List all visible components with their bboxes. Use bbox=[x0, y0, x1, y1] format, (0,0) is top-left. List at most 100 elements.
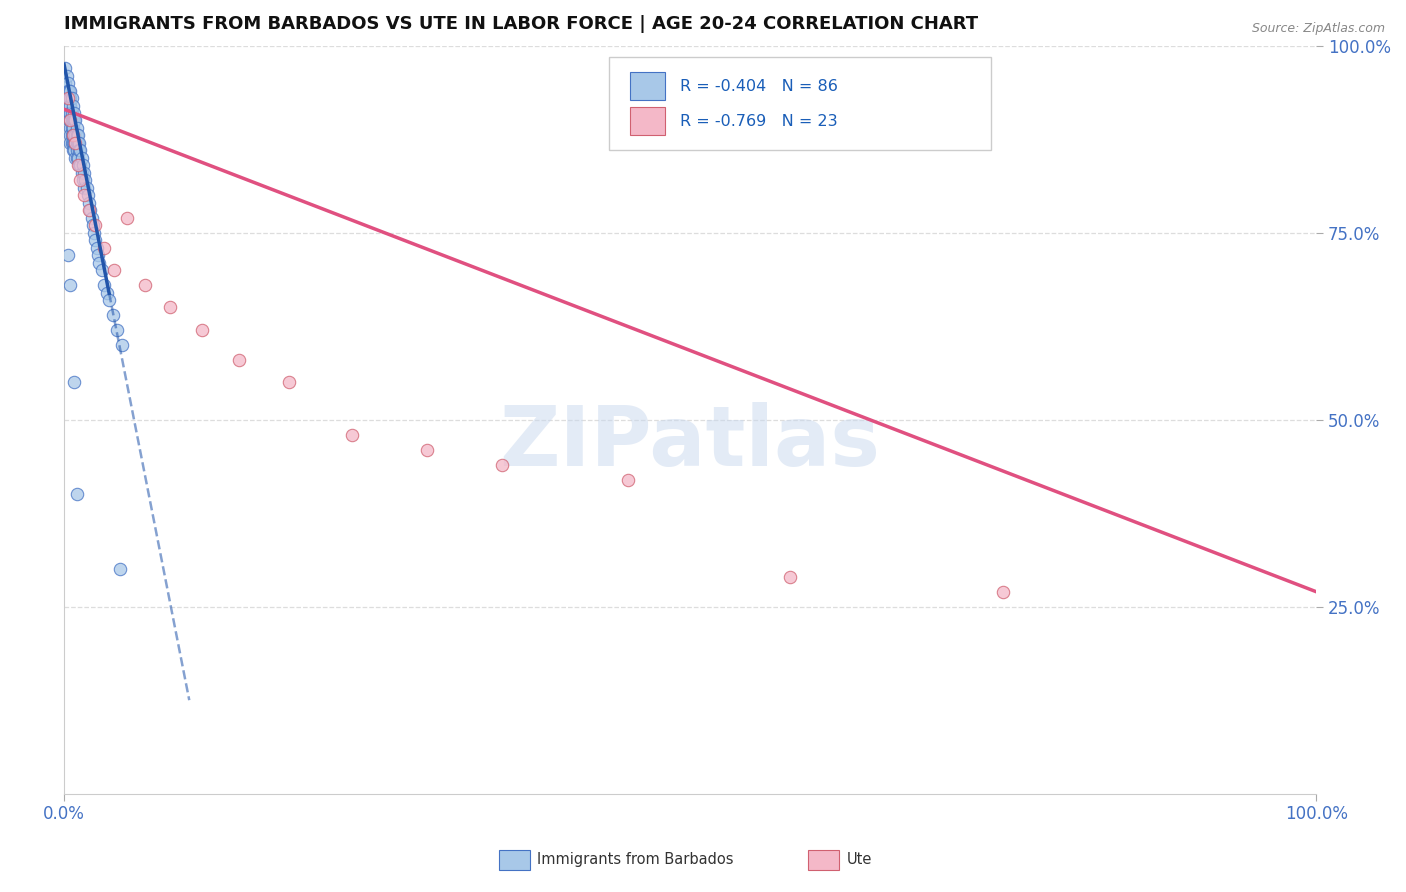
Point bbox=[59, 113, 82, 128]
Point bbox=[66, 136, 89, 150]
Point bbox=[77, 195, 100, 210]
Point bbox=[228, 352, 250, 367]
Point bbox=[340, 427, 363, 442]
Point bbox=[87, 255, 110, 269]
Point bbox=[73, 166, 96, 180]
Point bbox=[62, 144, 84, 158]
Point bbox=[60, 91, 83, 105]
Point bbox=[70, 151, 93, 165]
Point bbox=[59, 113, 82, 128]
Point bbox=[110, 562, 132, 576]
Text: Ute: Ute bbox=[846, 853, 872, 867]
Point bbox=[65, 128, 87, 143]
Point bbox=[65, 136, 87, 150]
Point bbox=[80, 211, 103, 225]
Point bbox=[53, 61, 76, 75]
Point bbox=[67, 144, 90, 158]
Point bbox=[84, 233, 107, 247]
Point bbox=[53, 76, 76, 90]
Point bbox=[76, 181, 98, 195]
Point bbox=[62, 120, 84, 135]
Point bbox=[65, 487, 87, 501]
Point bbox=[59, 106, 82, 120]
Text: ZIPatlas: ZIPatlas bbox=[499, 401, 880, 483]
Point bbox=[56, 76, 79, 90]
Point bbox=[93, 241, 115, 255]
Point bbox=[103, 263, 125, 277]
Point bbox=[72, 173, 94, 187]
Point bbox=[134, 278, 156, 293]
Point bbox=[76, 188, 98, 202]
Point bbox=[60, 106, 83, 120]
Bar bbox=[499, 850, 530, 870]
Point bbox=[67, 136, 90, 150]
Point bbox=[105, 323, 128, 337]
Point bbox=[66, 128, 89, 143]
Point bbox=[59, 136, 82, 150]
Point bbox=[67, 158, 90, 172]
Point bbox=[65, 151, 87, 165]
Point bbox=[416, 442, 439, 457]
Point bbox=[77, 203, 100, 218]
Point bbox=[60, 120, 83, 135]
Point bbox=[87, 248, 110, 262]
Point bbox=[63, 376, 86, 390]
Point bbox=[59, 128, 82, 143]
Point bbox=[84, 218, 107, 232]
Point bbox=[75, 173, 97, 187]
Point bbox=[65, 120, 87, 135]
Point bbox=[62, 98, 84, 112]
Point bbox=[65, 113, 87, 128]
Point bbox=[59, 98, 82, 112]
Point bbox=[96, 285, 118, 300]
Text: Source: ZipAtlas.com: Source: ZipAtlas.com bbox=[1251, 22, 1385, 36]
Point bbox=[60, 113, 83, 128]
Point bbox=[278, 376, 301, 390]
Point bbox=[90, 263, 112, 277]
Point bbox=[115, 211, 138, 225]
Point bbox=[60, 136, 83, 150]
Point bbox=[101, 308, 124, 322]
Point bbox=[72, 158, 94, 172]
Bar bbox=[630, 72, 665, 100]
Point bbox=[111, 338, 134, 352]
Point bbox=[83, 226, 105, 240]
Point bbox=[62, 136, 84, 150]
Point bbox=[58, 113, 80, 128]
Point bbox=[62, 128, 84, 143]
Point bbox=[491, 458, 513, 472]
Point bbox=[79, 203, 101, 218]
Point bbox=[779, 570, 801, 584]
Point bbox=[73, 188, 96, 202]
Text: R = -0.769   N = 23: R = -0.769 N = 23 bbox=[681, 113, 838, 128]
Point bbox=[69, 173, 91, 187]
Point bbox=[58, 84, 80, 98]
Point bbox=[159, 301, 181, 315]
Point bbox=[65, 144, 87, 158]
Point bbox=[63, 144, 86, 158]
Point bbox=[65, 136, 87, 150]
Point bbox=[59, 91, 82, 105]
Point bbox=[73, 181, 96, 195]
Point bbox=[55, 69, 77, 83]
Point bbox=[616, 473, 638, 487]
Point bbox=[66, 158, 89, 172]
Point bbox=[991, 584, 1014, 599]
Text: IMMIGRANTS FROM BARBADOS VS UTE IN LABOR FORCE | AGE 20-24 CORRELATION CHART: IMMIGRANTS FROM BARBADOS VS UTE IN LABOR… bbox=[65, 15, 979, 33]
Point bbox=[55, 84, 77, 98]
Point bbox=[59, 84, 82, 98]
Point bbox=[60, 128, 83, 143]
Point bbox=[59, 120, 82, 135]
Point bbox=[55, 91, 77, 105]
FancyBboxPatch shape bbox=[609, 57, 991, 151]
Point bbox=[86, 241, 108, 255]
Point bbox=[82, 218, 104, 232]
Point bbox=[69, 158, 91, 172]
Point bbox=[59, 278, 82, 293]
Point bbox=[58, 91, 80, 105]
Point bbox=[93, 278, 115, 293]
Point bbox=[56, 91, 79, 105]
Point bbox=[58, 106, 80, 120]
Point bbox=[63, 136, 86, 150]
Point bbox=[63, 128, 86, 143]
